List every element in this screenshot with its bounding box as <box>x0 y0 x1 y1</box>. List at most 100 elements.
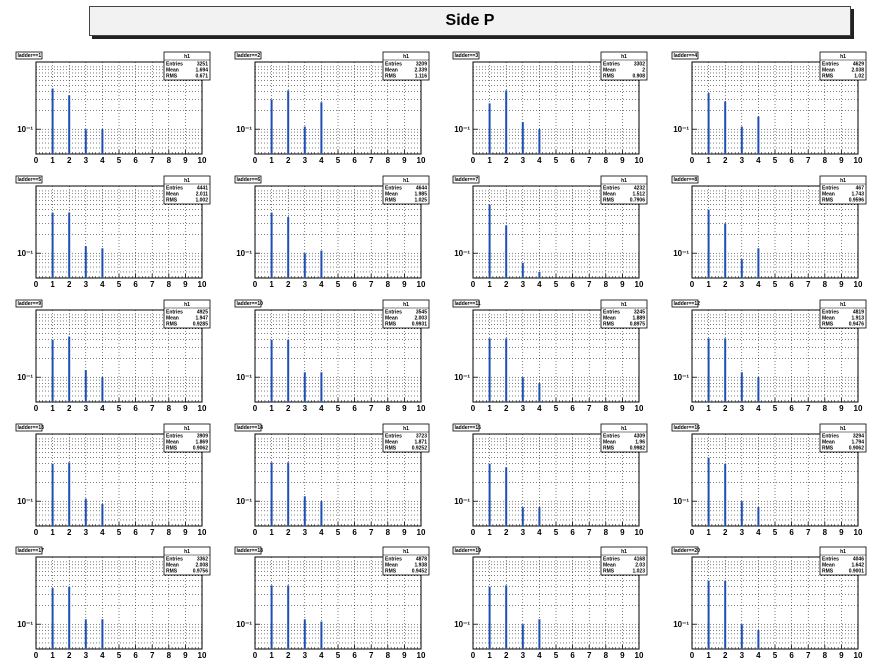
histogram-bar <box>303 619 306 649</box>
panel-label-box <box>15 546 43 555</box>
x-tick-label: 1 <box>50 651 55 660</box>
histogram-bar <box>320 501 323 526</box>
x-tick-label: 5 <box>336 156 341 165</box>
x-tick-label: 8 <box>604 651 609 660</box>
stats-title: h1 <box>840 178 846 184</box>
stats-rms-label: RMS <box>603 569 615 575</box>
x-tick-label: 2 <box>723 156 728 165</box>
stats-mean-label: Mean <box>166 192 179 198</box>
x-tick-label: 9 <box>620 404 625 413</box>
stats-rms-label: RMS <box>166 569 178 575</box>
x-tick-label: 1 <box>487 528 492 537</box>
histogram-bar <box>101 377 104 402</box>
x-tick-label: 1 <box>269 156 274 165</box>
panel-label-box <box>671 175 699 184</box>
x-tick-label: 8 <box>167 651 172 660</box>
histogram-bar <box>270 339 273 402</box>
x-tick-label: 10 <box>854 404 863 413</box>
x-tick-label: 3 <box>740 404 745 413</box>
x-tick-label: 9 <box>402 651 407 660</box>
x-tick-label: 4 <box>756 280 761 289</box>
x-tick-label: 4 <box>319 404 324 413</box>
x-tick-label: 2 <box>67 404 72 413</box>
histogram-bar <box>101 248 104 278</box>
x-tick-label: 6 <box>570 280 575 289</box>
stats-box <box>163 546 211 576</box>
x-tick-label: 7 <box>369 528 374 537</box>
stats-entries-value: 3209 <box>416 62 427 68</box>
x-tick-label: 3 <box>521 280 526 289</box>
x-tick-label: 10 <box>854 528 863 537</box>
x-tick-label: 1 <box>50 528 55 537</box>
stats-entries-value: 3362 <box>197 557 208 563</box>
histogram-bar <box>724 223 727 278</box>
x-tick-label: 1 <box>269 528 274 537</box>
stats-title: h1 <box>840 549 846 555</box>
stats-rms-value: 0.9982 <box>630 446 646 452</box>
x-tick-label: 9 <box>183 280 188 289</box>
x-tick-label: 4 <box>537 280 542 289</box>
x-tick-label: 7 <box>150 280 155 289</box>
histogram-bar <box>51 212 54 278</box>
x-tick-label: 3 <box>521 528 526 537</box>
x-tick-label: 3 <box>84 651 89 660</box>
histogram-bar <box>51 339 54 402</box>
x-tick-label: 8 <box>167 404 172 413</box>
histogram-bar <box>68 95 71 154</box>
stats-mean-label: Mean <box>166 316 179 322</box>
histogram-bar <box>84 370 87 402</box>
histogram-bar <box>757 377 760 402</box>
stats-entries-value: 3723 <box>416 434 427 440</box>
x-tick-label: 2 <box>286 404 291 413</box>
stats-mean-label: Mean <box>166 440 179 446</box>
stats-box <box>163 299 211 329</box>
stats-entries-label: Entries <box>166 186 183 192</box>
x-tick-label: 5 <box>773 404 778 413</box>
y-tick-label: 10⁻¹ <box>454 125 470 134</box>
histogram-bar <box>707 93 710 154</box>
x-tick-label: 4 <box>319 156 324 165</box>
x-tick-label: 1 <box>706 528 711 537</box>
x-tick-label: 7 <box>150 651 155 660</box>
x-tick-label: 0 <box>34 404 39 413</box>
stats-mean-value: 2.03 <box>635 563 645 569</box>
x-tick-label: 3 <box>521 156 526 165</box>
y-tick-label: 10⁻¹ <box>673 125 689 134</box>
stats-entries-label: Entries <box>385 186 402 192</box>
panel-label-box <box>671 51 699 60</box>
x-tick-label: 3 <box>303 528 308 537</box>
stats-entries-value: 3251 <box>197 62 208 68</box>
x-tick-label: 3 <box>303 404 308 413</box>
x-tick-label: 6 <box>352 404 357 413</box>
stats-entries-value: 4644 <box>416 186 427 192</box>
histogram-bar <box>287 462 290 526</box>
x-tick-label: 9 <box>839 156 844 165</box>
histogram-bar <box>488 103 491 154</box>
panel-label-box <box>15 299 43 308</box>
histogram-bar <box>505 338 508 402</box>
stats-box <box>600 423 648 453</box>
x-tick-label: 1 <box>487 156 492 165</box>
x-tick-label: 3 <box>740 280 745 289</box>
stats-mean-value: 2.008 <box>195 563 208 569</box>
stats-mean-value: 1.985 <box>414 192 427 198</box>
x-tick-label: 3 <box>84 404 89 413</box>
x-tick-label: 7 <box>150 528 155 537</box>
x-tick-label: 6 <box>570 404 575 413</box>
histogram-bar <box>505 225 508 278</box>
stats-mean-label: Mean <box>603 192 616 198</box>
stats-title: h1 <box>621 426 627 432</box>
stats-entries-label: Entries <box>822 186 839 192</box>
x-tick-label: 5 <box>336 404 341 413</box>
stats-title: h1 <box>403 426 409 432</box>
x-tick-label: 6 <box>133 280 138 289</box>
panel-label-box <box>452 51 480 60</box>
x-tick-label: 7 <box>587 528 592 537</box>
stats-mean-label: Mean <box>822 440 835 446</box>
y-tick-label: 10⁻¹ <box>236 125 252 134</box>
stats-title: h1 <box>184 54 190 60</box>
